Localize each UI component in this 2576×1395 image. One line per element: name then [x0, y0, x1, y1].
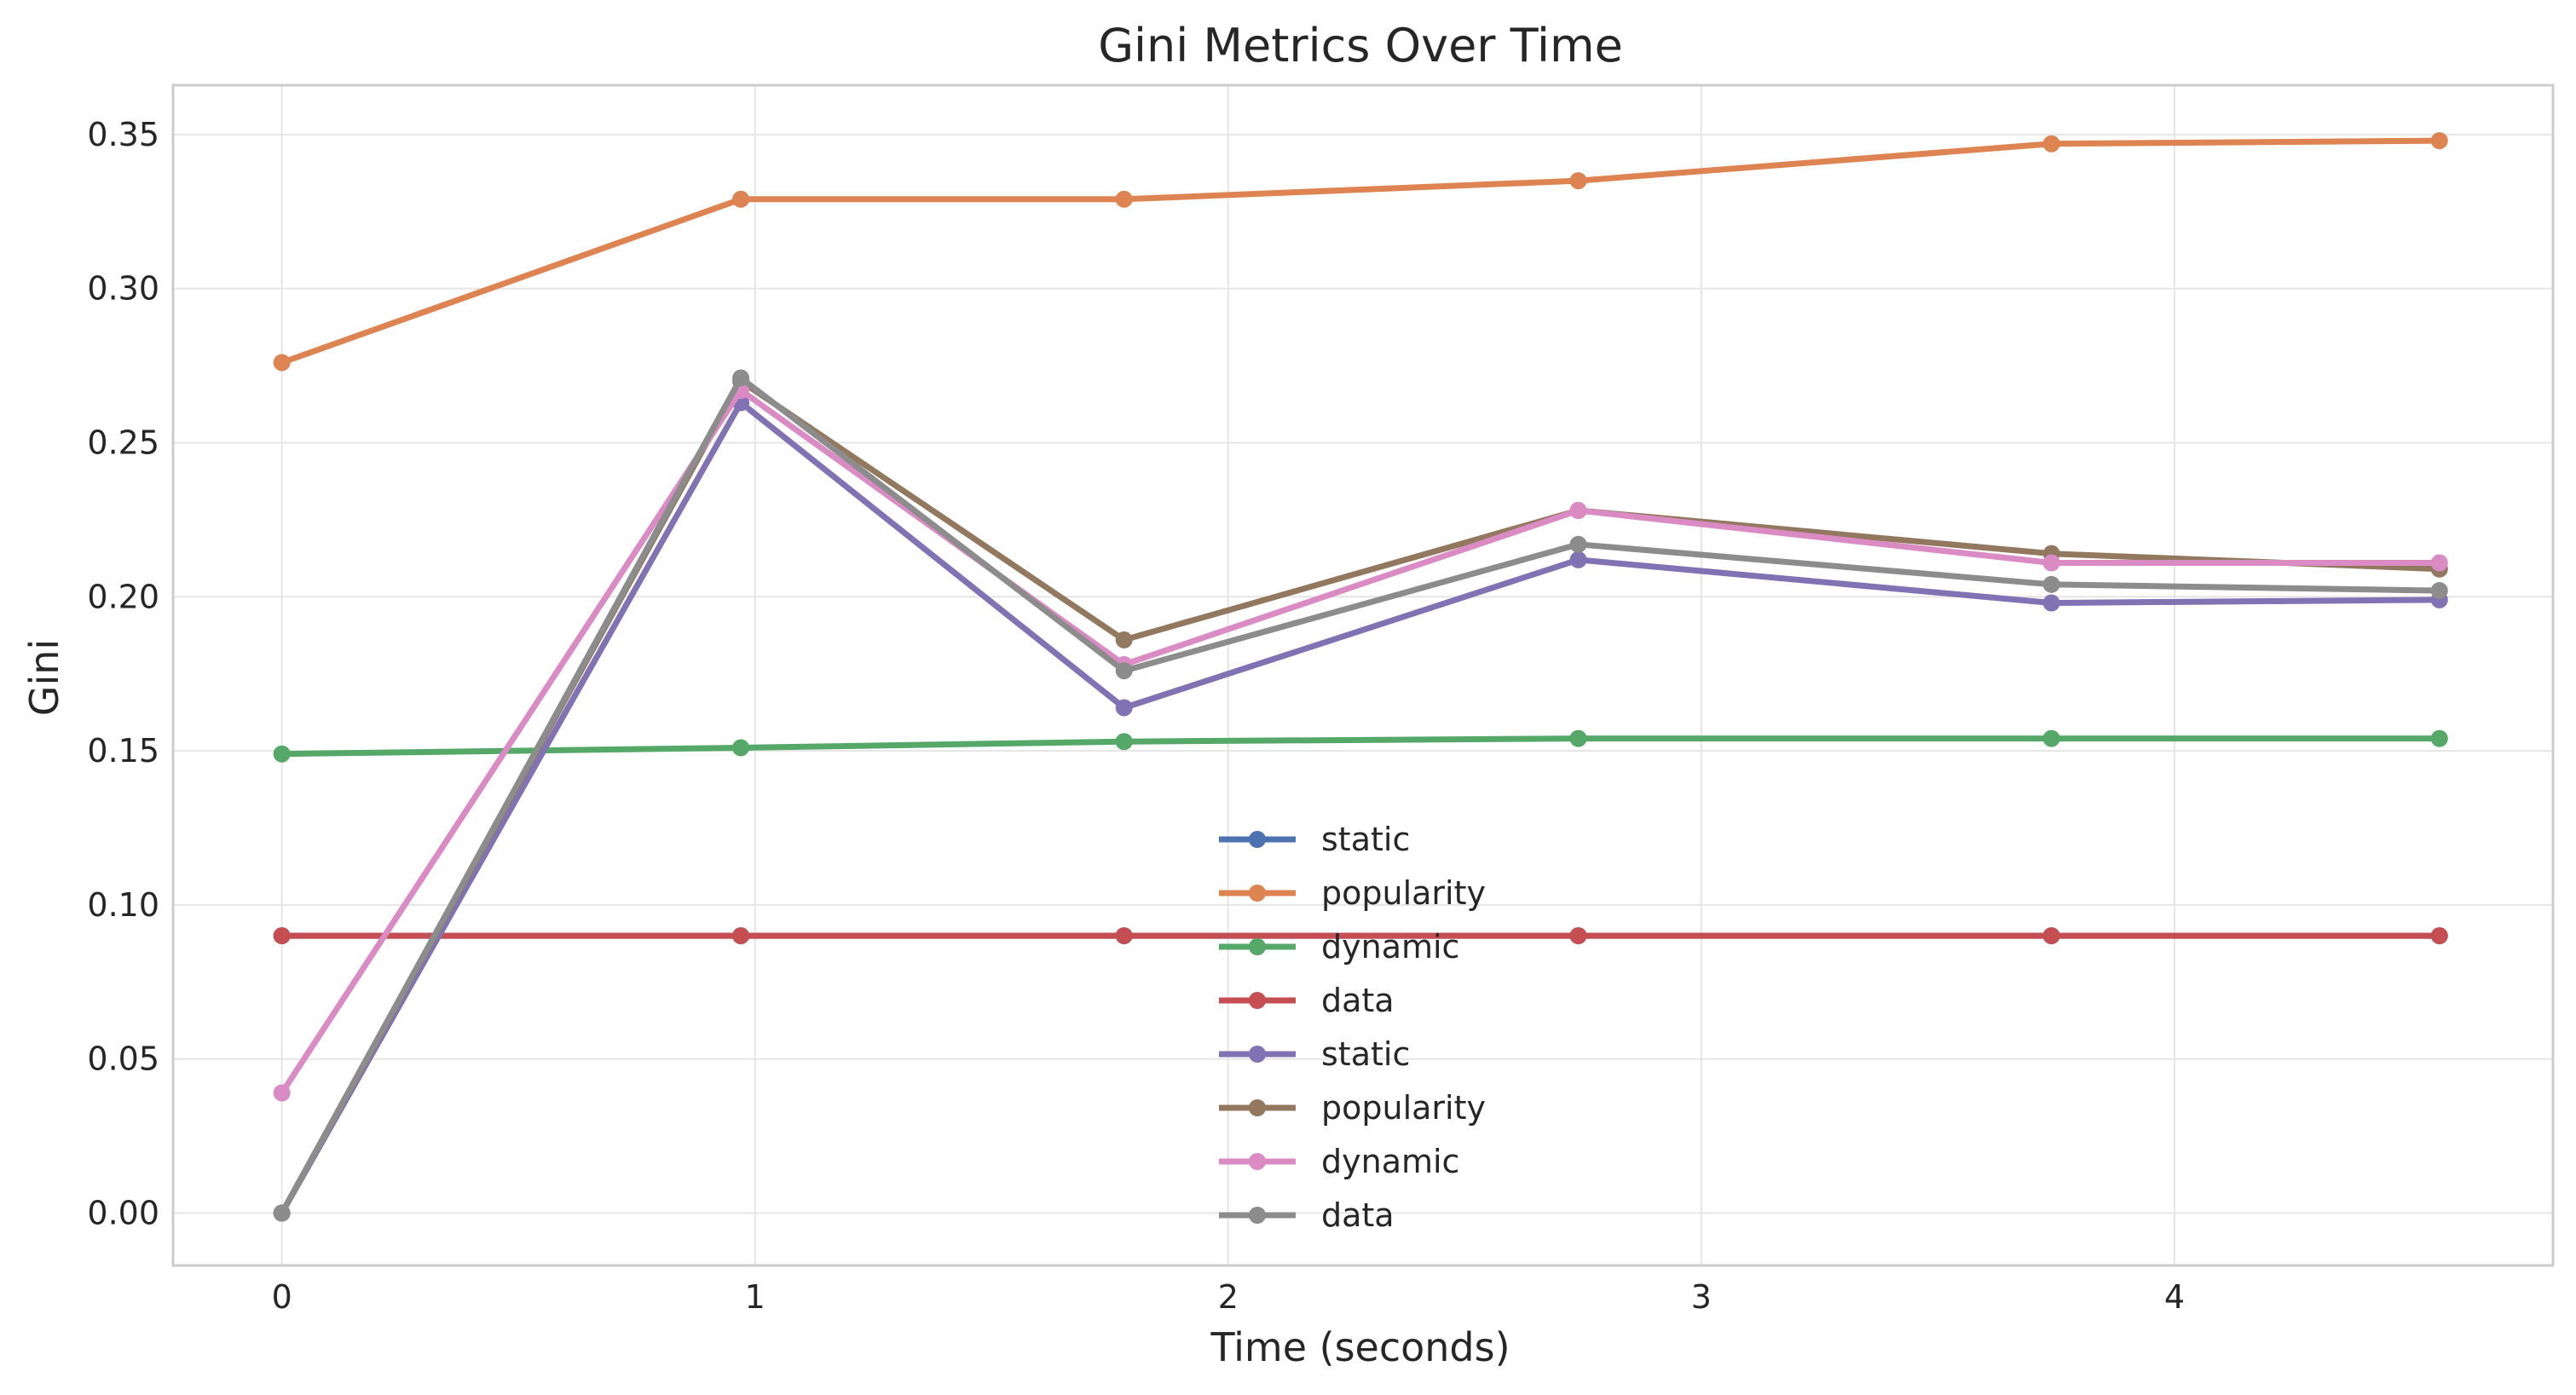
legend-marker [1249, 992, 1266, 1009]
data-point [2042, 927, 2060, 945]
y-tick-label: 0.10 [87, 886, 159, 924]
data-point [1569, 502, 1587, 520]
series-dynamic-2 [273, 729, 2448, 763]
data-point [1115, 190, 1133, 208]
y-tick-label: 0.35 [87, 116, 159, 153]
y-tick-label: 0.30 [87, 270, 159, 308]
data-point [732, 739, 750, 757]
y-tick-label: 0.05 [87, 1040, 159, 1078]
legend-marker [1249, 1153, 1266, 1170]
data-point [1569, 729, 1587, 747]
data-point [1569, 927, 1587, 945]
series-data-7 [273, 369, 2448, 1222]
legend-marker [1249, 938, 1266, 955]
data-point [732, 369, 750, 387]
y-tick-label: 0.00 [87, 1195, 159, 1232]
legend-label: data [1321, 982, 1395, 1019]
legend: static popularity dynamic data static popular… [1219, 821, 1486, 1234]
data-point [2430, 554, 2448, 572]
data-point [1115, 699, 1133, 717]
legend-item: static [1219, 821, 1410, 858]
x-tick-label: 0 [272, 1278, 292, 1316]
series-data-3 [273, 927, 2448, 945]
x-tick-label: 1 [745, 1278, 765, 1316]
data-point [2430, 927, 2448, 945]
data-point [1115, 733, 1133, 751]
legend-item: dynamic [1219, 1143, 1459, 1180]
y-tick-label: 0.20 [87, 578, 159, 615]
data-point [1115, 662, 1133, 680]
legend-marker [1249, 1207, 1266, 1224]
legend-label: popularity [1321, 874, 1486, 912]
data-point [273, 1084, 291, 1102]
x-tick-label: 3 [1691, 1278, 1712, 1316]
data-point [2430, 582, 2448, 600]
data-point [273, 1204, 291, 1222]
data-point [2042, 554, 2060, 572]
legend-label: static [1321, 821, 1410, 858]
data-point [2430, 132, 2448, 150]
data-point [732, 190, 750, 208]
legend-item: popularity [1219, 1089, 1486, 1127]
y-tick-label: 0.25 [87, 424, 159, 461]
legend-item: data [1219, 982, 1395, 1019]
legend-label: data [1321, 1196, 1395, 1234]
chart-title: Gini Metrics Over Time [1098, 19, 1623, 72]
legend-item: dynamic [1219, 928, 1459, 966]
data-point [273, 354, 291, 372]
y-axis-label: Gini [21, 639, 67, 716]
series-line [279, 735, 2443, 758]
data-point [1569, 535, 1587, 553]
data-point [2042, 135, 2060, 153]
series-popularity-1 [273, 132, 2448, 372]
data-point [273, 745, 291, 763]
axis-ticks: 0 1 2 3 4 0.00 0.05 0.10 0.15 0.20 0.25 0.30 0.35 [87, 116, 2185, 1316]
series-line [279, 400, 2443, 1216]
data-point [2042, 575, 2060, 593]
legend-marker [1249, 831, 1266, 848]
legend-label: static [1321, 1035, 1410, 1073]
legend-marker [1249, 885, 1266, 902]
legend-marker [1249, 1099, 1266, 1116]
series-lines [273, 132, 2448, 1222]
legend-item: data [1219, 1196, 1395, 1234]
data-point [732, 927, 750, 945]
y-tick-label: 0.15 [87, 732, 159, 770]
legend-item: static [1219, 1035, 1410, 1073]
series-line [279, 137, 2443, 366]
legend-label: dynamic [1321, 1143, 1459, 1180]
plot-frame [171, 84, 2555, 1267]
series-line [279, 375, 2443, 1216]
grid [173, 85, 2553, 1265]
series-line [279, 387, 2443, 1096]
legend-label: popularity [1321, 1089, 1486, 1127]
data-point [1569, 172, 1587, 190]
data-point [1115, 927, 1133, 945]
data-point [1569, 551, 1587, 568]
x-axis-label: Time (seconds) [1210, 1324, 1510, 1370]
data-point [2430, 729, 2448, 747]
data-point [1115, 631, 1133, 649]
x-tick-label: 4 [2164, 1278, 2185, 1316]
legend-item: popularity [1219, 874, 1486, 912]
data-point [273, 927, 291, 945]
data-point [2042, 594, 2060, 612]
x-tick-label: 2 [1218, 1278, 1239, 1316]
legend-marker [1249, 1046, 1266, 1063]
legend-label: dynamic [1321, 928, 1459, 966]
data-point [2042, 729, 2060, 747]
